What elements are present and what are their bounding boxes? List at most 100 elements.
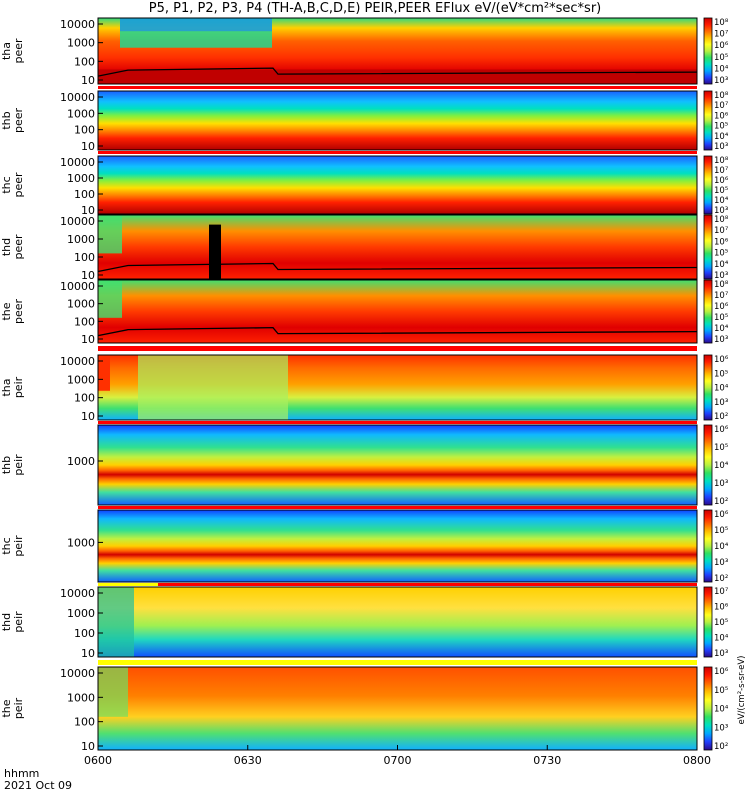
- y-tick-label: 10: [81, 740, 95, 753]
- time-axis: eV/(cm²-s-sr-eV) 0600 0630 0700 0730 0800: [84, 656, 747, 767]
- y-tick-label: 10: [81, 140, 95, 153]
- colorbar-tick-label: 10⁸: [714, 18, 729, 28]
- y-tick-label: 100: [74, 315, 95, 328]
- y-tick-label: 100: [74, 55, 95, 68]
- colorbar-tick-label: 10⁷: [714, 166, 729, 176]
- colorbar: [703, 586, 713, 658]
- x-tick-label: 0630: [234, 754, 262, 767]
- y-tick-label: 1000: [67, 373, 95, 386]
- colorbar-tick-label: 10⁴: [714, 132, 729, 142]
- panel-ylabel: thdpeer: [0, 234, 25, 260]
- y-tick-label: 100: [74, 627, 95, 640]
- colorbar-tick-label: 10⁷: [714, 291, 729, 301]
- colorbar-tick-label: 10⁴: [714, 64, 729, 74]
- colorbar: [703, 17, 713, 85]
- colorbar: [703, 279, 713, 344]
- instrument-label: peir: [12, 611, 25, 633]
- y-tick-label: 10000: [60, 215, 95, 228]
- spectrogram-feature: [98, 667, 128, 717]
- spectrogram-image: [98, 156, 697, 214]
- probe-label: the: [0, 302, 13, 320]
- spectrogram-feature: [120, 18, 272, 32]
- panel-ylabel: thbpeer: [0, 108, 25, 134]
- panel-frame: [97, 424, 698, 506]
- colorbar: [703, 354, 713, 421]
- spectrogram-image: [98, 91, 697, 150]
- panel-frame: [97, 354, 698, 421]
- probe-label: tha: [0, 42, 13, 60]
- spacecraft-potential-trace: [97, 67, 698, 77]
- colorbar-tick-label: 10³: [714, 723, 728, 733]
- colorbar-tick-label: 10⁵: [714, 443, 728, 453]
- y-tick-label: 1000: [67, 607, 95, 620]
- y-tick-label: 1000: [67, 233, 95, 246]
- colorbar-tick-label: 10⁸: [714, 156, 729, 166]
- probe-label: thd: [0, 238, 13, 256]
- instrument-label: peir: [12, 376, 25, 398]
- spectrogram-feature: [138, 355, 288, 420]
- panel-ylabel: thbpeir: [0, 454, 25, 476]
- colorbar-tick-label: 10⁴: [714, 196, 729, 206]
- colorbar-tick-label: 10³: [714, 142, 728, 152]
- colorbar-tick-label: 10³: [714, 398, 728, 408]
- x-tick-label: 0700: [384, 754, 412, 767]
- probe-label: thb: [0, 111, 13, 129]
- panel-ylabel: thcpeir: [0, 535, 25, 557]
- y-tick-label: 100: [74, 392, 95, 405]
- panel-separator: [98, 421, 697, 424]
- panel-thb-peir: 1000 thbpeir 10⁶ 10⁵ 10⁴ 10³ 10²: [0, 424, 729, 507]
- panel-separator: [98, 583, 158, 586]
- spectrogram-image: [98, 667, 697, 750]
- y-tick-label: 1000: [67, 37, 95, 50]
- y-tick-label: 10000: [60, 355, 95, 368]
- colorbar: [703, 424, 713, 506]
- x-tick-label: 0730: [533, 754, 561, 767]
- y-tick-label: 1000: [67, 298, 95, 311]
- colorbar-tick-label: 10³: [714, 335, 728, 345]
- probe-label: thc: [0, 176, 13, 193]
- panel-ylabel: thepeir: [0, 697, 25, 719]
- y-tick-label: 1000: [67, 107, 95, 120]
- colorbar-tick-label: 10²: [714, 497, 728, 507]
- colorbar-tick-label: 10⁵: [714, 526, 728, 536]
- panel-separator: [98, 506, 697, 509]
- colorbar-tick-label: 10⁵: [714, 618, 728, 628]
- colorbar-tick-label: 10⁵: [714, 53, 728, 63]
- time-format-label: hhmm: [4, 767, 40, 780]
- y-tick-label: 10000: [60, 280, 95, 293]
- panel-frame: [97, 586, 698, 658]
- spectrogram-feature: [98, 587, 134, 657]
- colorbar-tick-label: 10⁶: [714, 355, 729, 365]
- colorbar-tick-label: 10³: [714, 76, 728, 86]
- panel-ylabel: thapeer: [0, 38, 25, 64]
- colorbar-tick-label: 10⁵: [714, 686, 728, 696]
- colorbar-tick-label: 10⁶: [714, 176, 729, 186]
- instrument-label: peer: [12, 38, 25, 64]
- spectrogram-image: [98, 425, 697, 505]
- probe-label: the: [0, 699, 13, 717]
- y-tick-label: 10000: [60, 667, 95, 680]
- colorbar-tick-label: 10⁴: [714, 260, 729, 270]
- colorbar-tick-label: 10⁴: [714, 384, 729, 394]
- panel-frame: [97, 155, 698, 215]
- colorbar-tick-label: 10⁵: [714, 186, 728, 196]
- colorbar-tick-label: 10⁵: [714, 369, 728, 379]
- panel-separator: [98, 346, 697, 351]
- y-tick-label: 10: [81, 647, 95, 660]
- colorbar-tick-label: 10⁶: [714, 237, 729, 247]
- spectrogram-feature: [98, 355, 110, 391]
- panel-frame: [97, 509, 698, 583]
- colorbar-tick-label: 10²: [714, 742, 728, 752]
- y-tick-label: 10: [81, 333, 95, 346]
- colorbar-tick-label: 10⁶: [714, 41, 729, 51]
- colorbar-tick-label: 10⁸: [714, 91, 729, 101]
- colorbar-tick-label: 10³: [714, 479, 728, 489]
- colorbar: [703, 666, 713, 751]
- colorbar-tick-label: 10⁷: [714, 587, 729, 597]
- colorbar-tick-label: 10⁴: [714, 705, 729, 715]
- instrument-label: peir: [12, 454, 25, 476]
- panel-the-peir: 10000 1000 100 10 thepeir 10⁶ 10⁵ 10⁴ 10³ 10²: [0, 666, 729, 753]
- panel-separator: [98, 86, 697, 89]
